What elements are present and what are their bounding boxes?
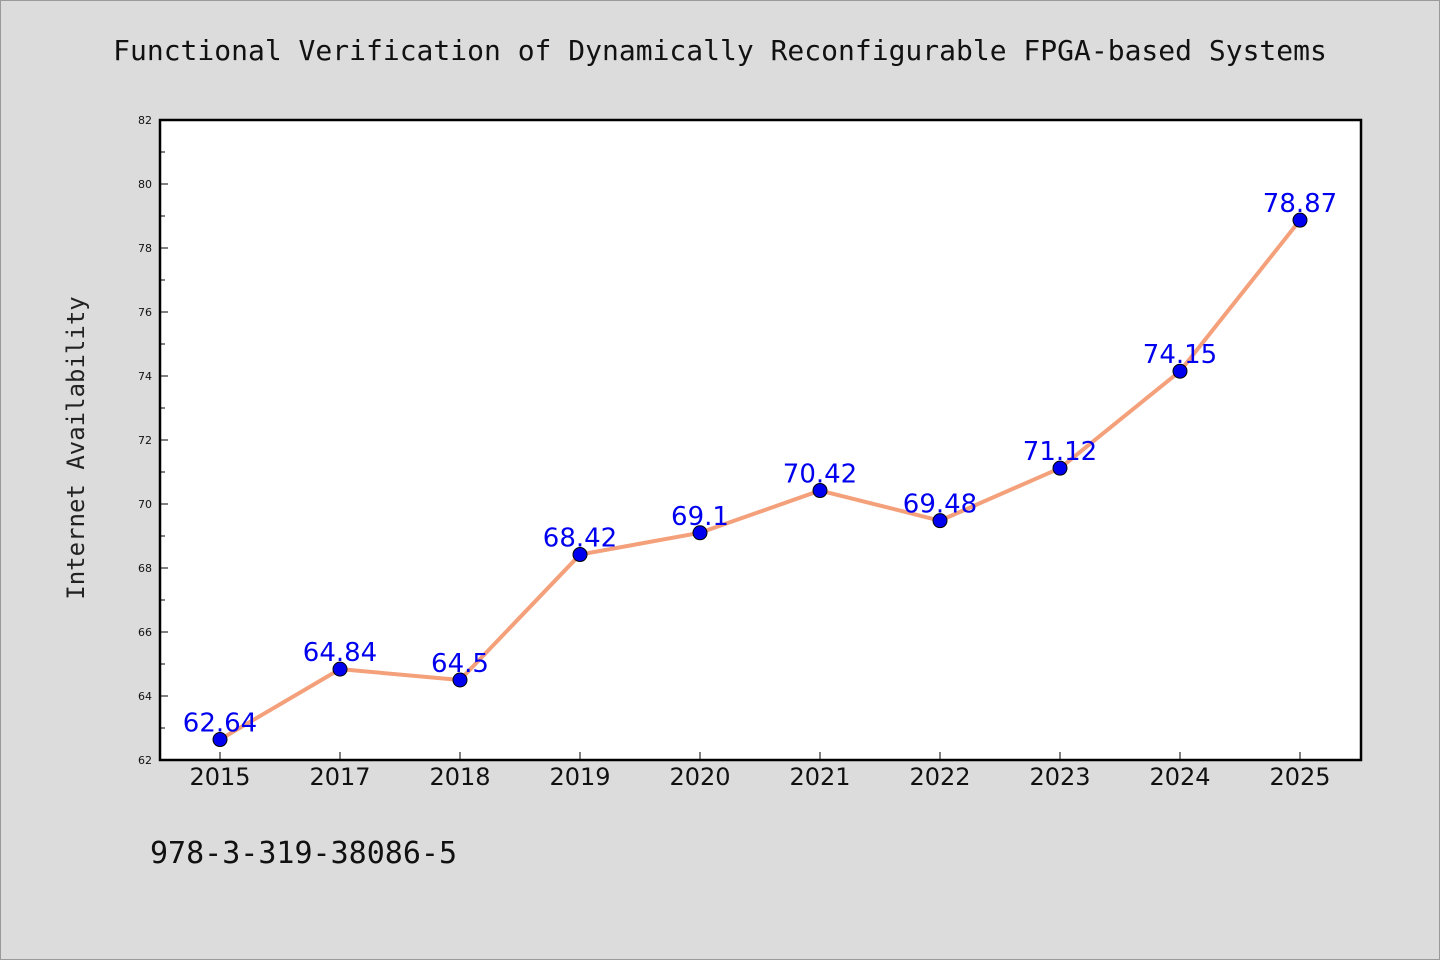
data-label: 69.1 <box>671 502 729 532</box>
series-layer: 62.64 64.84 64.5 68.42 69.1 70.42 69.48 71.12 74… <box>183 189 1337 748</box>
chart-title: Functional Verification of Dynamically R… <box>113 34 1327 67</box>
y-tick-label: 76 <box>138 306 152 319</box>
x-tick-label: 2024 <box>1149 763 1210 791</box>
plot-area <box>160 120 1361 760</box>
series-line <box>218 218 1302 742</box>
y-tick-label: 70 <box>138 498 152 511</box>
y-tick-label: 66 <box>138 626 152 639</box>
data-point <box>212 732 228 748</box>
data-point <box>452 672 468 688</box>
data-point <box>932 513 948 529</box>
data-label: 70.42 <box>783 460 857 490</box>
x-tick-label: 2022 <box>909 763 970 791</box>
data-point <box>1052 460 1068 476</box>
y-tick-label: 82 <box>138 114 152 127</box>
plot-border <box>158 118 1363 762</box>
data-label: 64.5 <box>431 649 489 679</box>
data-point <box>1172 363 1188 379</box>
data-point <box>692 525 708 541</box>
x-tick-label: 2019 <box>549 763 610 791</box>
y-tick-label: 62 <box>138 754 152 767</box>
data-point <box>332 661 348 677</box>
x-tick-label: 2018 <box>429 763 490 791</box>
x-tick-label: 2021 <box>789 763 850 791</box>
y-tick-label: 78 <box>138 242 152 255</box>
data-label: 78.87 <box>1263 189 1337 219</box>
y-tick-label: 68 <box>138 562 152 575</box>
x-tick-label: 2023 <box>1029 763 1090 791</box>
x-tick-label: 2020 <box>669 763 730 791</box>
data-label: 68.42 <box>543 524 617 554</box>
data-label: 74.15 <box>1143 340 1217 370</box>
footer-code: 978-3-319-38086-5 <box>150 836 458 871</box>
y-tick-label: 74 <box>138 370 152 383</box>
x-axis-ticks: 2015 2017 2018 2019 2020 2021 2022 2023 2024 2025 <box>189 752 1331 791</box>
data-point <box>812 483 828 499</box>
y-tick-label: 72 <box>138 434 152 447</box>
data-point <box>572 547 588 563</box>
y-tick-label: 80 <box>138 178 152 191</box>
x-tick-label: 2017 <box>309 763 370 791</box>
data-label: 71.12 <box>1023 437 1097 467</box>
data-label: 62.64 <box>183 709 257 739</box>
data-label: 69.48 <box>903 490 977 520</box>
x-tick-label: 2025 <box>1269 763 1330 791</box>
data-point <box>1292 212 1308 228</box>
y-axis-ticks: 62 64 66 68 70 72 74 76 78 80 82 <box>138 114 168 767</box>
data-label: 64.84 <box>303 638 377 668</box>
y-tick-label: 64 <box>138 690 152 703</box>
x-tick-label: 2015 <box>189 763 250 791</box>
